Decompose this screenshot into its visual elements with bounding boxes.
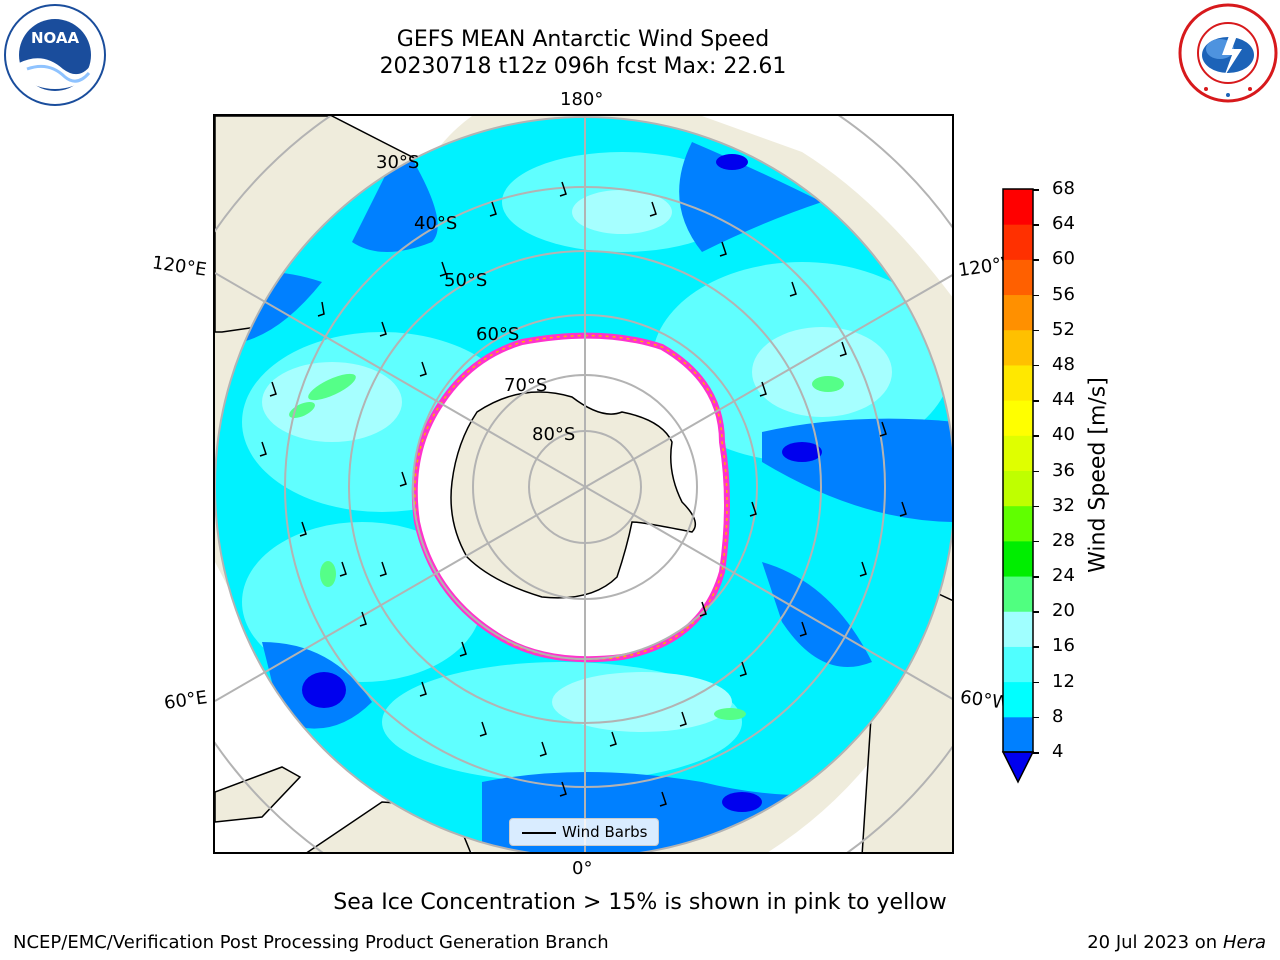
colorbar-band (1003, 576, 1033, 612)
colorbar-tick-mark (1033, 611, 1039, 613)
polar-map (215, 116, 952, 852)
legend-label: Wind Barbs (562, 823, 648, 841)
colorbar-tick-mark (1033, 470, 1039, 472)
colorbar-band (1003, 189, 1033, 225)
colorbar-tick-mark (1033, 435, 1039, 437)
colorbar-tick-mark (1033, 400, 1039, 402)
colorbar-tick-label: 28 (1052, 529, 1075, 551)
noaa-logo: NOAA (4, 4, 106, 106)
colorbar-band (1003, 611, 1033, 647)
footer-date-text: 20 Jul 2023 on (1087, 932, 1223, 953)
graticule (215, 116, 952, 852)
colorbar-tick-label: 36 (1052, 459, 1075, 481)
colorbar-tick-mark (1033, 540, 1039, 543)
legend-line (522, 832, 556, 834)
colorbar-tick-mark (1033, 576, 1039, 578)
chart-subtitle: 20230718 t12z 096h fcst Max: 22.61 (379, 54, 787, 79)
colorbar-tick-label: 52 (1052, 318, 1075, 340)
lon-label-60e: 60°E (162, 687, 209, 714)
sea-ice-note: Sea Ice Concentration > 15% is shown in … (333, 890, 947, 915)
colorbar-band (1003, 400, 1033, 436)
colorbar-tick-label: 32 (1052, 494, 1075, 516)
lat-label-40s: 40°S (414, 213, 458, 234)
colorbar-tick-label: 12 (1052, 670, 1075, 692)
lat-label-50s: 50°S (444, 270, 488, 291)
colorbar-band (1003, 716, 1033, 753)
lat-label-30s: 30°S (376, 152, 420, 173)
lat-label-80s: 80°S (532, 424, 576, 445)
colorbar-tick-label: 8 (1052, 705, 1064, 727)
colorbar-tick-mark (1033, 189, 1039, 191)
nws-logo (1178, 3, 1278, 103)
colorbar-tick-mark (1033, 224, 1039, 226)
colorbar-tick-label: 24 (1052, 565, 1075, 587)
colorbar-band (1003, 224, 1033, 260)
footer-date: 20 Jul 2023 on Hera (1087, 932, 1266, 953)
colorbar-tick-mark (1033, 294, 1039, 297)
colorbar-tick-label: 60 (1052, 248, 1075, 270)
colorbar-tick-mark (1033, 681, 1039, 684)
map-panel (213, 114, 954, 854)
footer-host: Hera (1222, 932, 1266, 953)
lon-label-180: 180° (560, 89, 604, 110)
colorbar-tick-mark (1033, 716, 1039, 719)
lon-label-0: 0° (572, 858, 593, 879)
colorbar-tick-mark (1033, 752, 1039, 754)
wind-barb-legend: Wind Barbs (509, 818, 659, 846)
colorbar-band (1003, 681, 1033, 718)
colorbar-band (1003, 435, 1033, 471)
colorbar-tick-label: 68 (1052, 178, 1075, 199)
colorbar-tick-label: 64 (1052, 213, 1075, 235)
footer-credit: NCEP/EMC/Verification Post Processing Pr… (13, 932, 609, 953)
colorbar-tick-mark (1033, 329, 1039, 332)
colorbar-tick-mark (1033, 646, 1039, 648)
colorbar-band (1003, 294, 1033, 331)
colorbar-tick-label: 20 (1052, 600, 1075, 622)
colorbar-band (1003, 646, 1033, 683)
colorbar-tick-label: 56 (1052, 283, 1075, 305)
colorbar-tick-mark (1033, 259, 1039, 261)
colorbar-tick-mark (1033, 505, 1039, 508)
colorbar-tick-mark (1033, 364, 1039, 367)
colorbar-tick-label: 40 (1052, 424, 1075, 446)
chart-title: GEFS MEAN Antarctic Wind Speed (396, 27, 770, 52)
noaa-logo-text: NOAA (31, 29, 80, 47)
colorbar-tick-label: 48 (1052, 353, 1075, 375)
colorbar-band (1003, 364, 1033, 401)
colorbar-label: Wind Speed [m/s] (1085, 377, 1111, 573)
colorbar-tick-label: 44 (1052, 389, 1075, 411)
colorbar-band (1003, 505, 1033, 542)
colorbar-band (1003, 540, 1033, 577)
wind-speed-field (215, 117, 952, 852)
colorbar-band (1003, 329, 1033, 366)
colorbar (1001, 188, 1035, 784)
lat-label-70s: 70°S (504, 375, 548, 396)
colorbar-tick-label: 16 (1052, 635, 1075, 657)
wind-barbs (259, 181, 907, 807)
colorbar-band (1003, 259, 1033, 296)
lon-label-120e: 120°E (150, 252, 208, 281)
colorbar-tick-label: 4 (1052, 741, 1064, 762)
colorbar-band (1003, 470, 1033, 507)
lat-label-60s: 60°S (476, 324, 520, 345)
